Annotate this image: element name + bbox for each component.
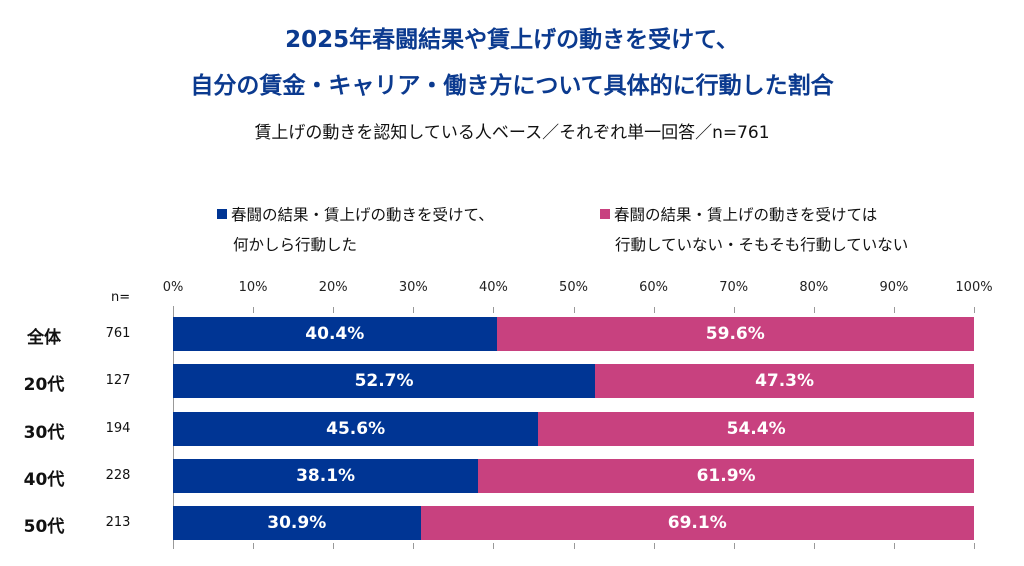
bar-segment-acted: 52.7% [173,364,596,399]
x-tick-mark-top [253,307,255,313]
bar-segment-not-acted: 47.3% [595,364,974,399]
x-tick-label: 20% [318,280,348,295]
bar-segment-not-acted: 69.1% [420,506,974,541]
x-tick-label: 30% [398,280,428,295]
x-tick-label: 0% [162,280,184,295]
bar-segment-acted: 45.6% [173,411,539,446]
legend-swatch-blue [217,209,227,219]
x-tick-mark-bottom [893,543,895,549]
bar-segment-not-acted: 54.4% [538,411,974,446]
category-label: 30代 [23,422,65,443]
x-tick-mark-bottom [493,543,495,549]
bar-segment-not-acted: 59.6% [496,317,974,351]
x-tick-label: 100% [955,280,993,295]
category-label: 全体 [27,328,61,348]
x-tick-label: 90% [879,280,909,295]
x-tick-mark-bottom [974,543,975,549]
legend-label: 春闘の結果・賃上げの動きを受けては [614,206,878,224]
bar-segment-not-acted: 61.9% [478,458,974,493]
x-tick-label: 10% [238,280,268,295]
x-tick-mark-top [653,307,655,313]
category-label: 40代 [23,469,65,490]
legend-swatch-pink [600,209,610,219]
n-value: 127 [105,373,131,389]
n-value: 761 [105,326,131,341]
bar-segment-acted: 40.4% [173,317,497,351]
x-tick-mark-top [733,307,735,313]
chart-subtitle: 賃上げの動きを認知している人ベース／それぞれ単一回答／n=761 [254,123,770,143]
x-tick-mark-top [173,307,174,313]
legend-label: 行動していない・そもそも行動していない [615,236,909,254]
chart-title-line1: 2025年春闘結果や賃上げの動きを受けて、 [285,27,739,53]
x-tick-label: 60% [639,280,669,295]
x-tick-mark-bottom [733,543,735,549]
x-tick-label: 50% [559,280,588,295]
legend-label: 何かしら行動した [233,236,358,254]
bar-segment-acted: 38.1% [173,458,479,493]
x-tick-mark-bottom [573,543,575,549]
legend-item-acted: 春闘の結果・賃上げの動きを受けて、 何かしら行動した [217,200,494,260]
x-tick-mark-bottom [253,543,255,549]
legend-label: 春闘の結果・賃上げの動きを受けて、 [231,206,494,224]
category-label: 20代 [23,375,65,396]
n-value: 228 [105,467,131,483]
legend-item-not-acted: 春闘の結果・賃上げの動きを受けては 行動していない・そもそも行動していない [600,200,908,260]
bar-segment-acted: 30.9% [173,506,421,541]
x-tick-mark-top [893,307,895,313]
category-label: 50代 [23,517,65,538]
chart-title-line2: 自分の賃金・キャリア・働き方について具体的に行動した割合 [190,73,834,99]
n-value: 194 [105,420,131,436]
x-tick-mark-top [333,307,335,313]
x-tick-label: 70% [719,280,749,295]
n-value: 213 [105,515,131,531]
x-tick-mark-bottom [653,543,655,549]
x-tick-mark-bottom [413,543,415,549]
x-tick-mark-top [493,307,495,313]
x-tick-mark-top [974,307,975,313]
x-tick-mark-top [573,307,575,313]
x-tick-mark-top [813,307,815,313]
x-tick-label: 40% [478,280,508,295]
x-tick-mark-bottom [173,543,174,549]
x-tick-mark-top [413,307,415,313]
x-tick-mark-bottom [333,543,335,549]
x-tick-label: 80% [799,280,829,295]
n-header: n= [111,290,131,305]
x-tick-mark-bottom [813,543,815,549]
